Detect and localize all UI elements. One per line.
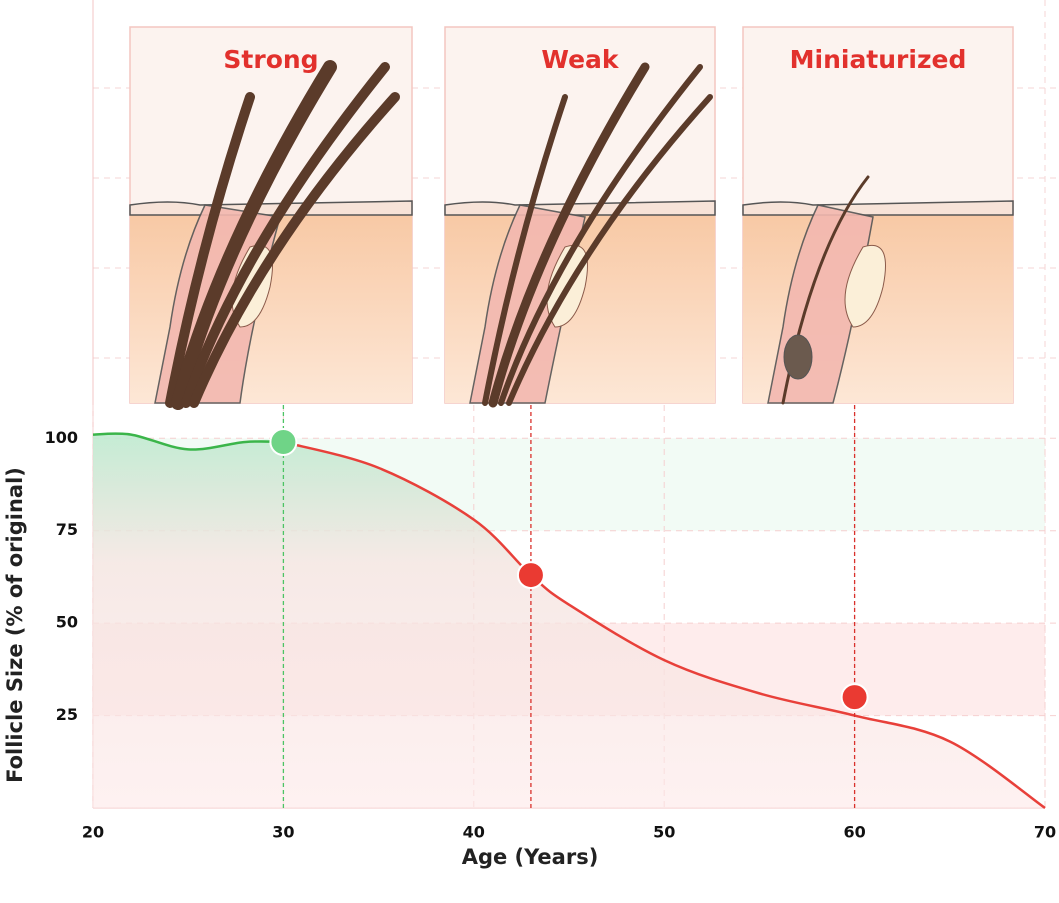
y-tick-label: 100 — [45, 428, 78, 447]
hair — [506, 94, 713, 406]
x-tick-label: 20 — [82, 823, 104, 842]
hair — [488, 62, 650, 408]
marker — [516, 561, 545, 590]
y-tick-label: 25 — [56, 705, 78, 724]
area — [93, 433, 1045, 808]
marker — [840, 683, 869, 712]
y-tick-label: 50 — [56, 613, 78, 632]
hair — [482, 94, 568, 406]
bulb — [783, 334, 813, 380]
y-axis-label: Follicle Size (% of original) — [3, 467, 27, 783]
hair — [181, 62, 390, 408]
panel-label: Weak — [541, 45, 620, 74]
x-tick-label: 30 — [272, 823, 294, 842]
x-tick-label: 70 — [1034, 823, 1056, 842]
skin-surface — [444, 200, 716, 216]
line — [92, 432, 284, 451]
illustration: Miniaturized — [742, 26, 1014, 405]
x-axis-label: Age (Years) — [462, 845, 599, 869]
skin-surface — [129, 200, 413, 216]
panel-label: Strong — [223, 45, 318, 74]
marker — [269, 427, 298, 456]
x-tick-label: 40 — [463, 823, 485, 842]
x-tick-label: 50 — [653, 823, 675, 842]
x-tick-label: 60 — [843, 823, 865, 842]
hair — [498, 64, 703, 406]
illustration: Strong — [129, 26, 413, 410]
skin-surface — [742, 200, 1014, 216]
illustration: Weak — [444, 26, 716, 408]
hair — [189, 92, 400, 408]
hair — [165, 92, 255, 408]
hair — [171, 60, 337, 410]
panel-label: Miniaturized — [790, 45, 967, 74]
y-tick-label: 75 — [56, 520, 78, 539]
line — [283, 440, 1046, 810]
gland — [844, 245, 886, 328]
